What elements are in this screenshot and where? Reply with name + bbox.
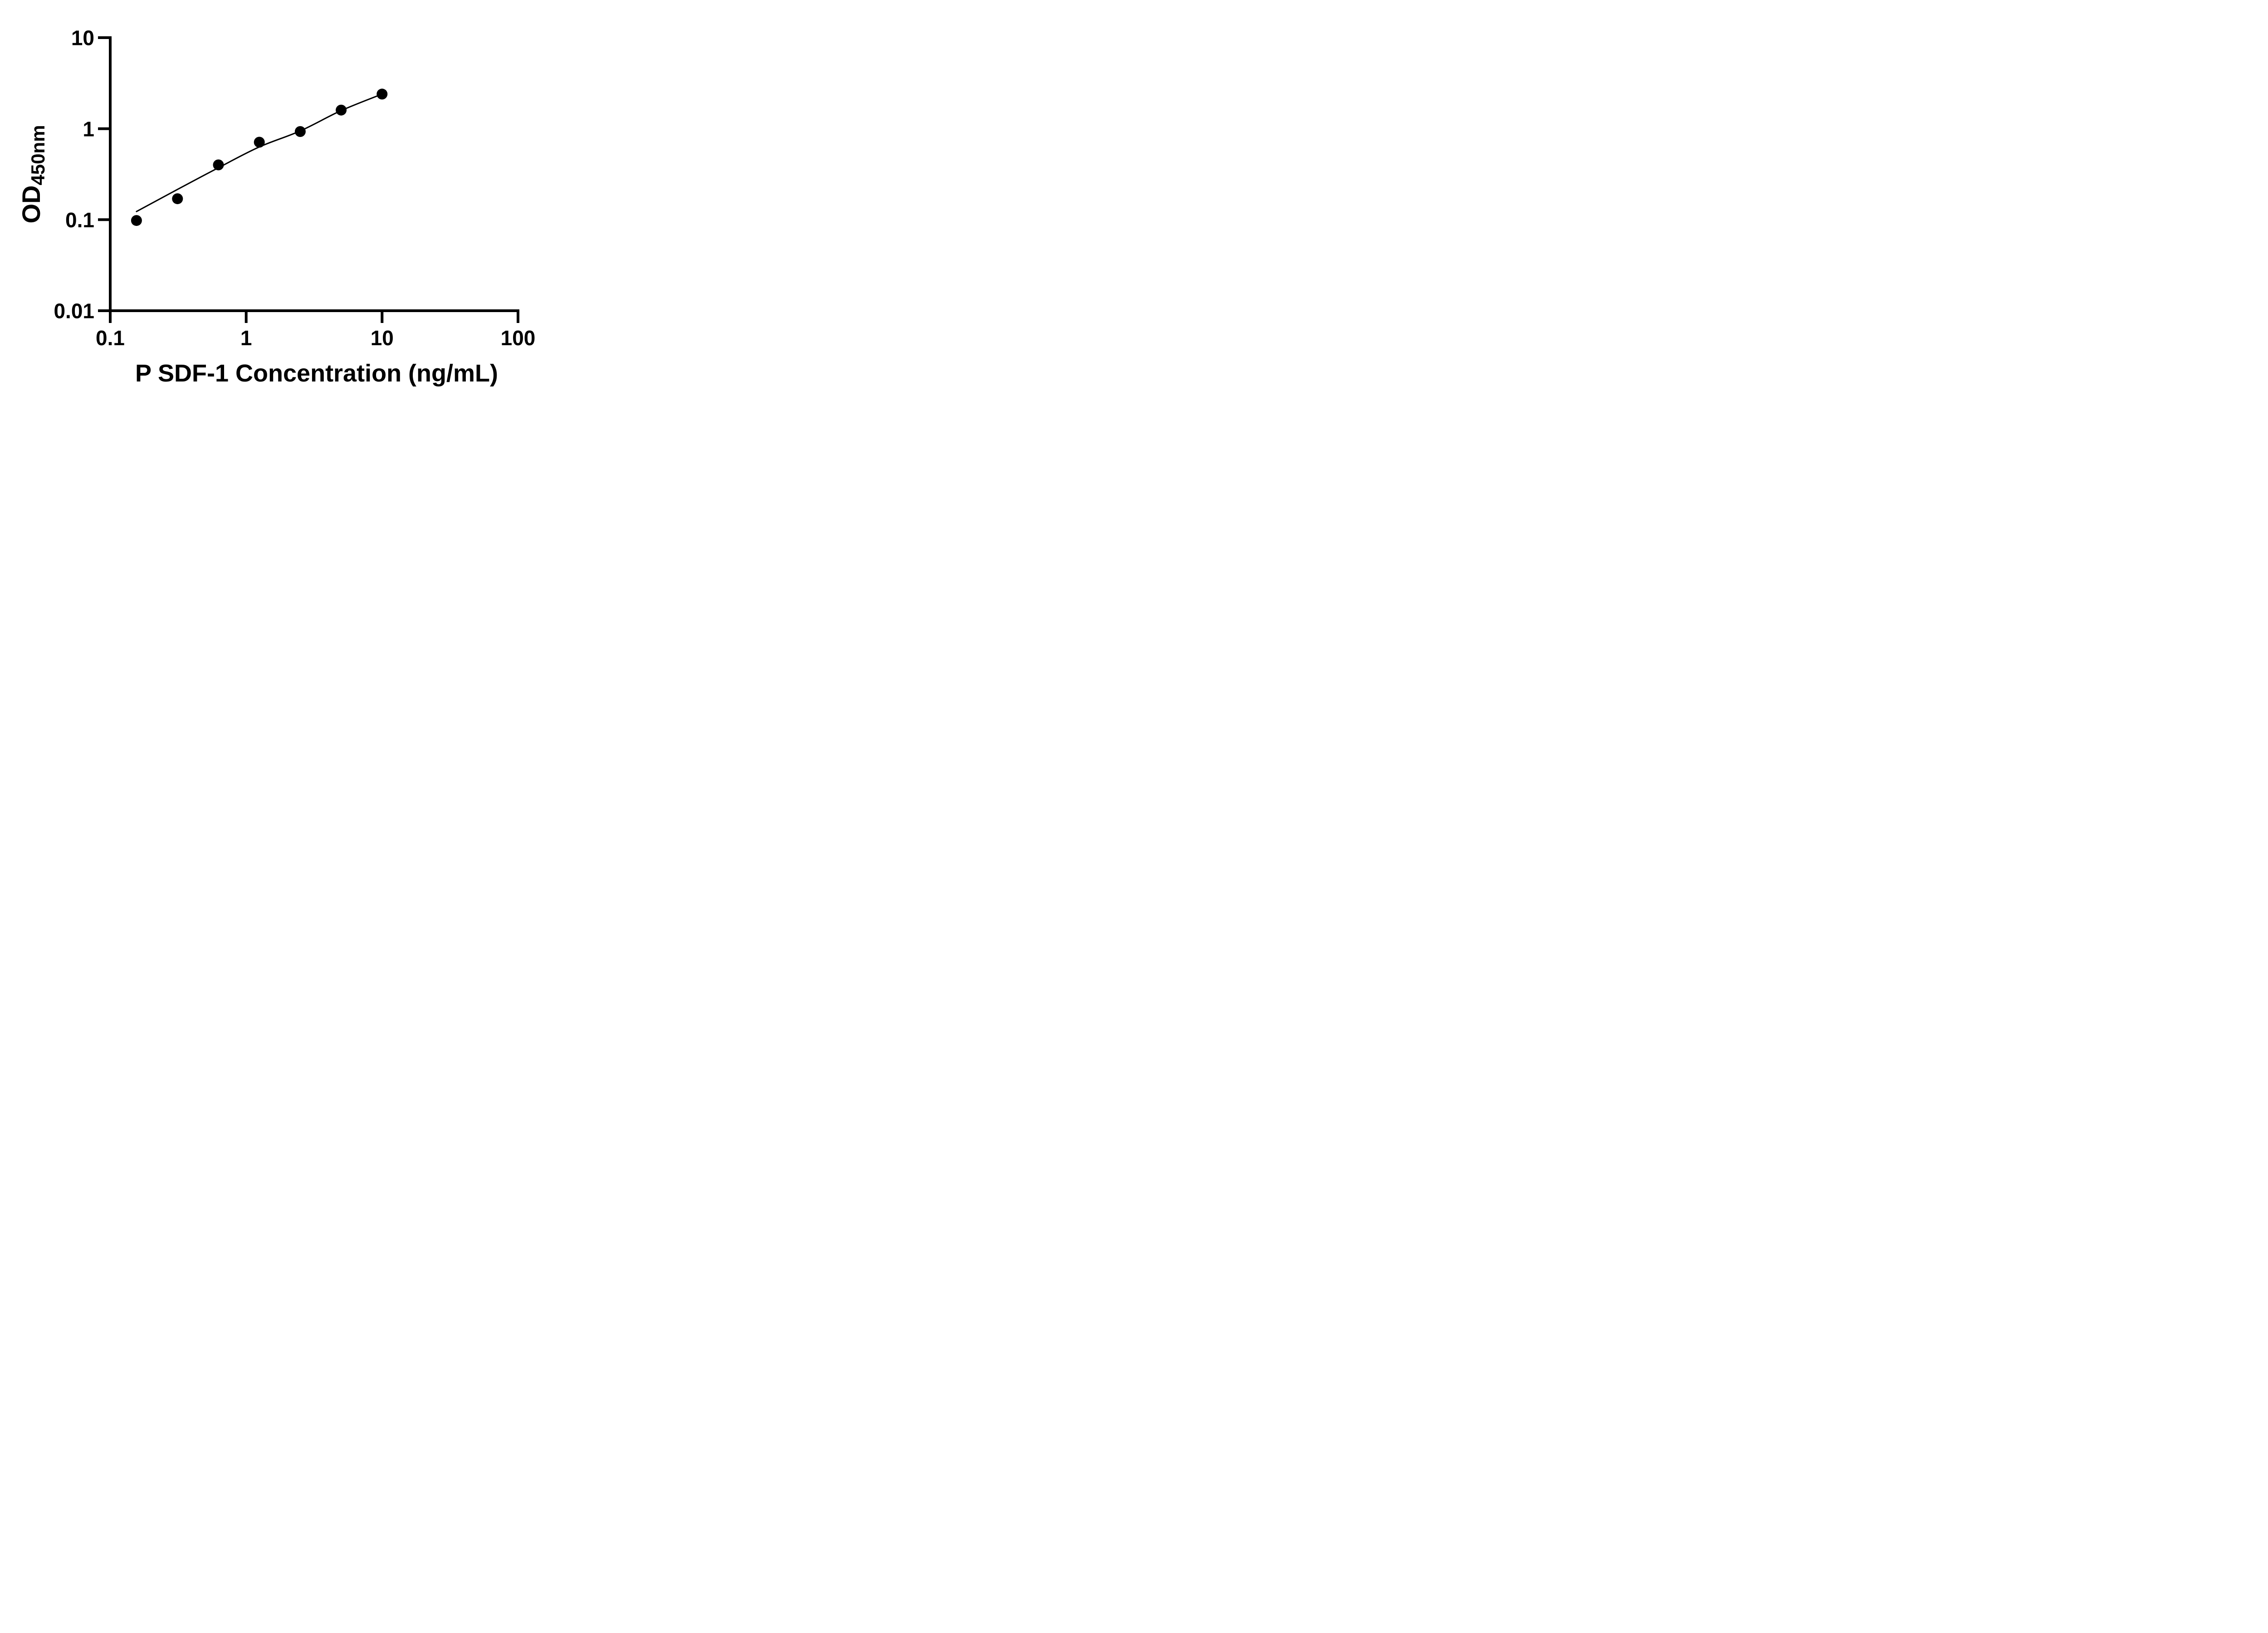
data-point: [254, 137, 265, 148]
x-tick-label: 0.1: [96, 326, 125, 350]
data-point: [131, 215, 142, 226]
data-point: [376, 88, 388, 100]
y-tick-label: 0.01: [54, 299, 94, 323]
x-tick-label: 1: [240, 326, 252, 350]
data-point: [172, 193, 183, 205]
y-tick-label: 1: [83, 117, 94, 141]
y-tick-label: 0.1: [65, 208, 94, 232]
x-tick-label: 100: [501, 326, 536, 350]
plot-background: [0, 0, 581, 408]
x-tick-label: 10: [371, 326, 394, 350]
standard-curve-figure: 10 1 0.1 0.01 0.1 1 10 100 P SDF-1 Concentration…: [0, 0, 581, 408]
x-axis-title: P SDF-1 Concentration (ng/mL): [135, 360, 498, 387]
y-axis-title-main: OD: [17, 186, 45, 224]
data-point: [213, 159, 224, 171]
y-axis-title-subscript: 450nm: [27, 125, 49, 185]
y-tick-label: 10: [71, 26, 94, 50]
y-axis-title: OD450nm: [17, 125, 49, 223]
data-point: [336, 104, 347, 116]
data-point: [294, 126, 306, 137]
